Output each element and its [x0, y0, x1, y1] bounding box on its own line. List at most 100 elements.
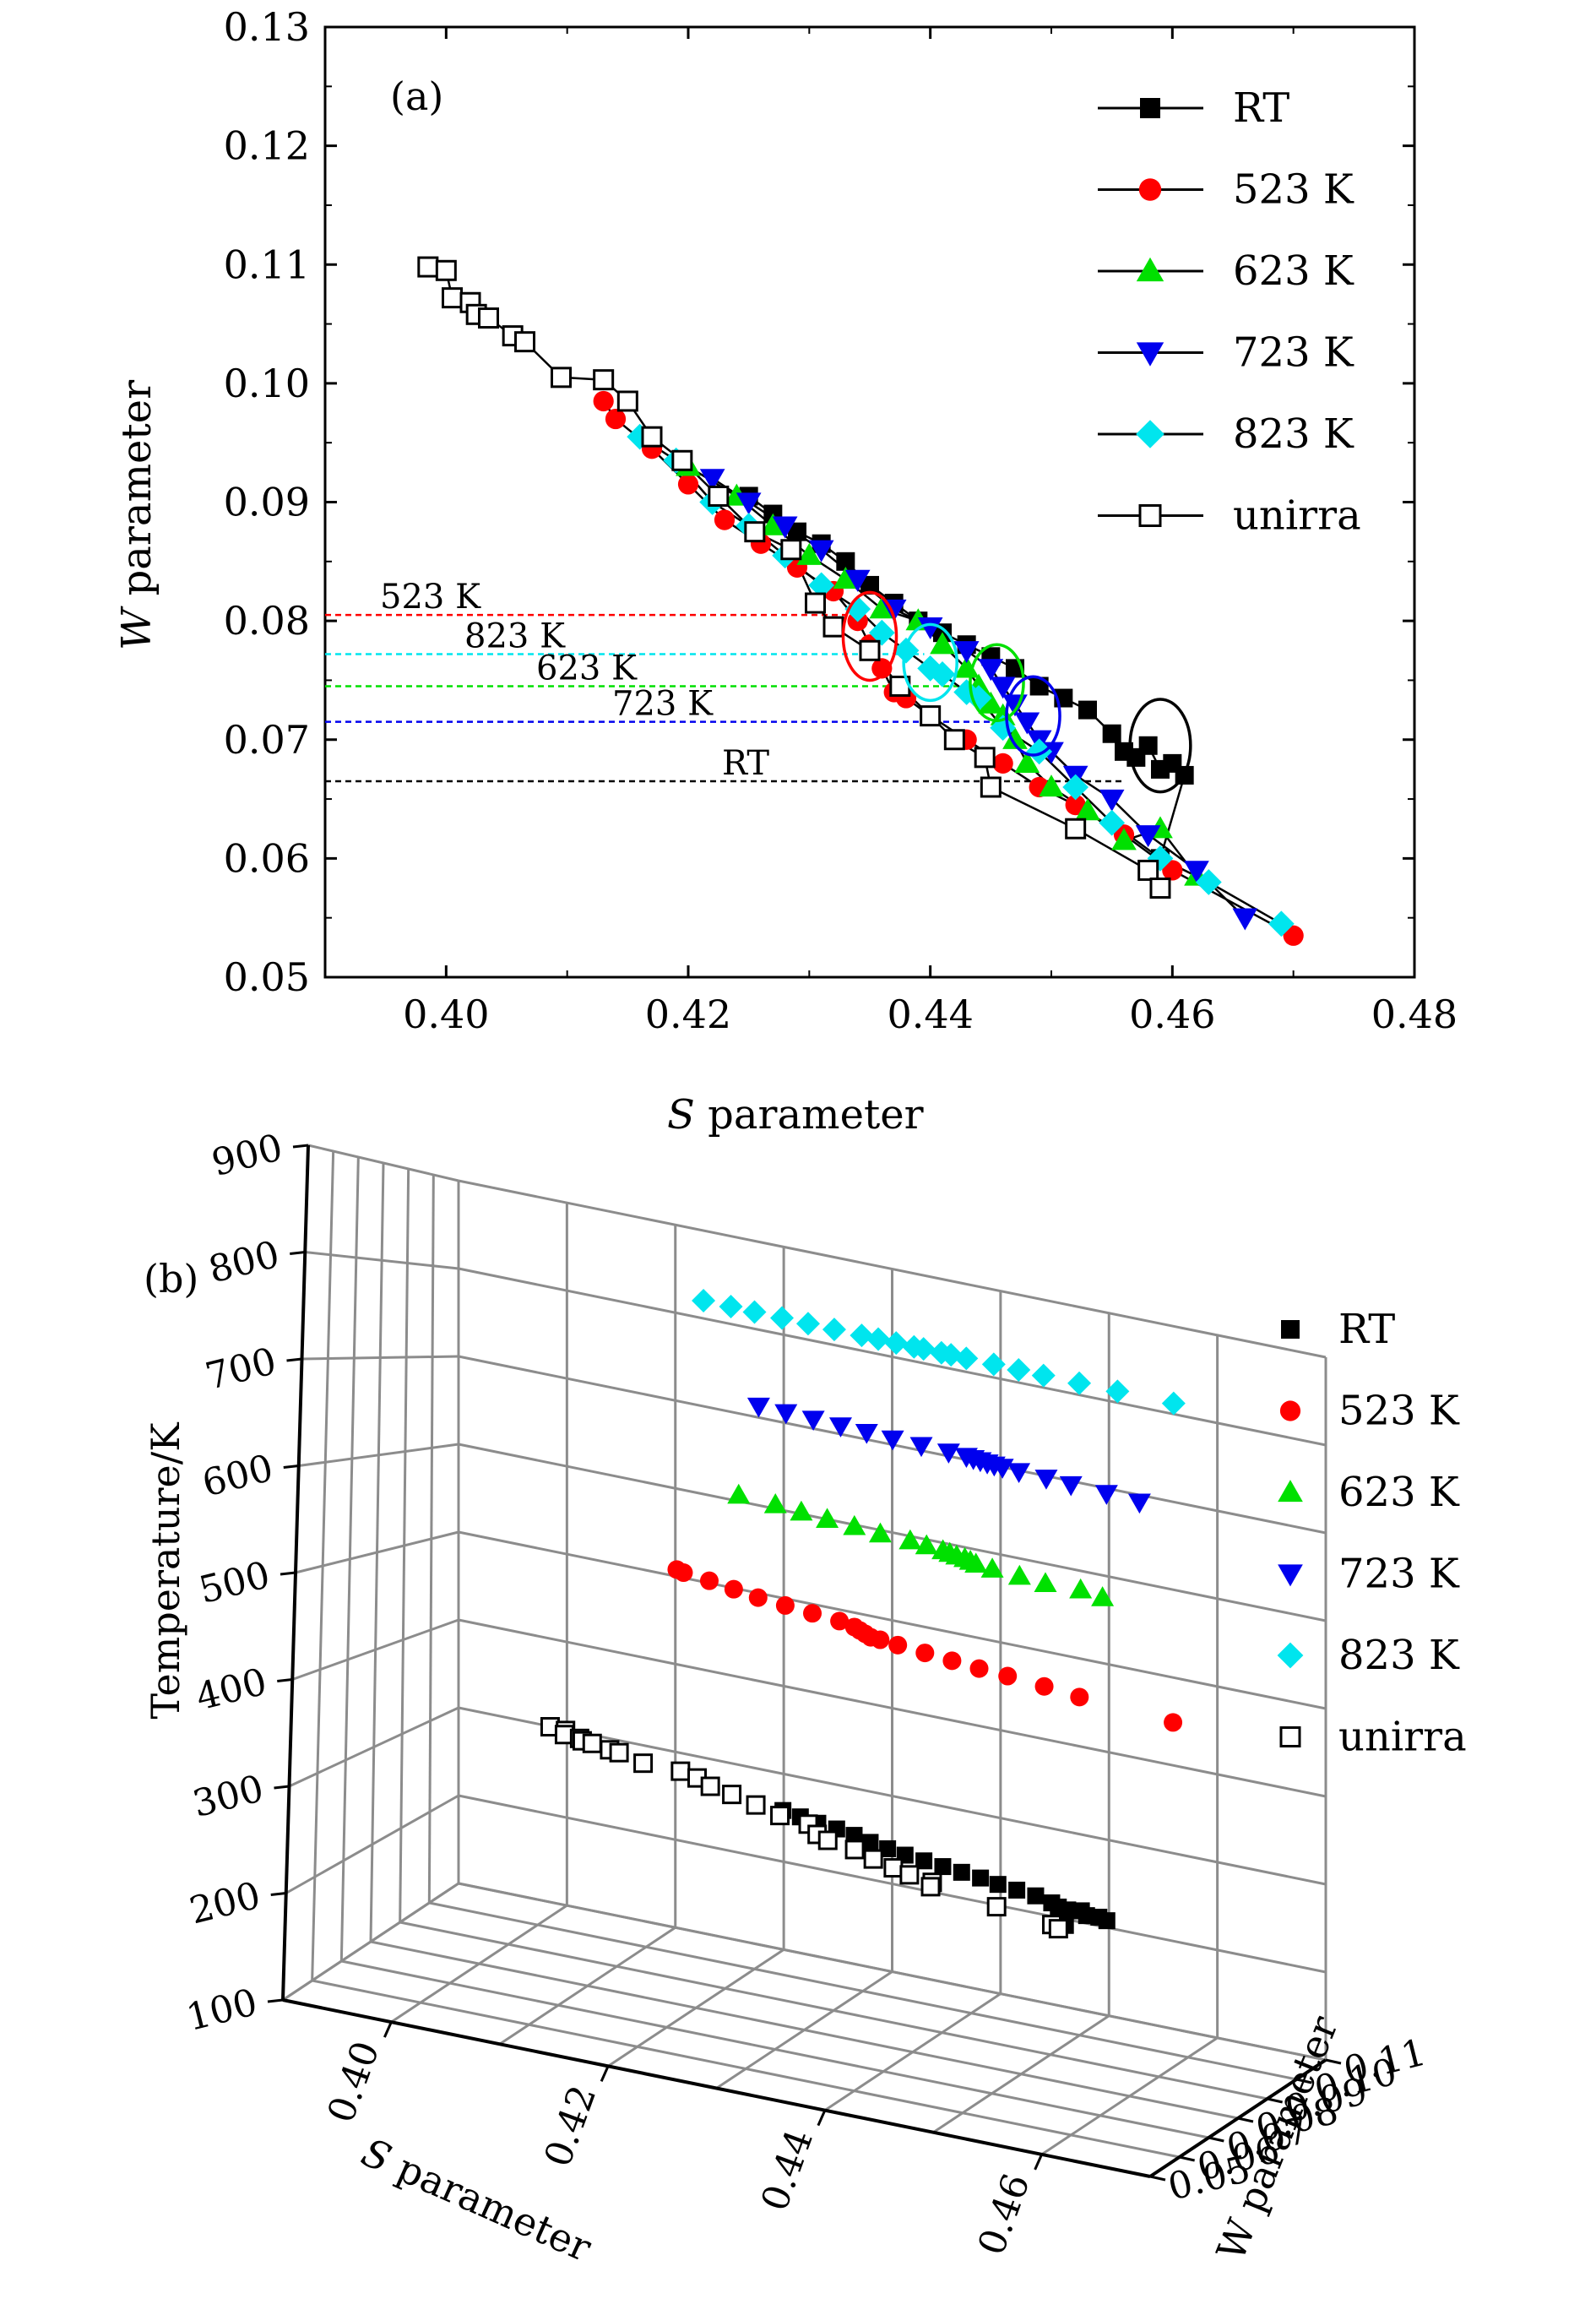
- data-point-3d: [1094, 1485, 1118, 1505]
- data-point: [1268, 910, 1295, 937]
- data-point-3d: [915, 1644, 935, 1663]
- data-point-3d: [746, 1397, 770, 1418]
- legend-label: 523 K: [1233, 166, 1354, 214]
- data-point-3d: [822, 1318, 846, 1342]
- data-point-3d: [817, 1830, 838, 1850]
- data-point-3d: [883, 1858, 904, 1878]
- data-point-3d: [915, 1534, 938, 1555]
- data-point-3d: [1161, 1391, 1186, 1416]
- data-point-3d: [884, 1331, 909, 1356]
- x-axis-line: [282, 1998, 1151, 2178]
- z-tick-mark: [283, 1465, 299, 1469]
- z-tick-mark: [280, 1571, 296, 1576]
- data-point: [978, 659, 1004, 682]
- legend-label: RT: [1338, 1306, 1395, 1353]
- z-tick-label: 600: [198, 1447, 278, 1506]
- data-point: [435, 259, 457, 281]
- x-tick-mark: [383, 2021, 393, 2038]
- data-point-3d: [1034, 1470, 1058, 1490]
- data-point: [671, 449, 693, 471]
- z-tick-mark: [277, 1678, 293, 1682]
- data-point-3d: [1070, 1687, 1089, 1707]
- data-point: [1111, 828, 1137, 850]
- data-point: [917, 655, 944, 682]
- side-wall-grid-line: [339, 1156, 360, 1962]
- reference-line-label: RT: [722, 744, 769, 783]
- cluster-ellipse: [969, 643, 1025, 722]
- panel-b: 100 200 300 400 500 600 700 800 900 0.40 0.42 0.44 0…: [143, 1126, 1467, 2270]
- data-point: [551, 367, 572, 389]
- data-point: [699, 469, 725, 492]
- data-point-3d: [1007, 1564, 1031, 1585]
- legend-marker: [1140, 98, 1160, 118]
- legend-marker: [1277, 1642, 1304, 1669]
- data-point: [1075, 798, 1100, 821]
- data-point: [616, 390, 638, 412]
- cluster-ellipse: [902, 622, 958, 703]
- y-tick-mark: [1237, 2117, 1254, 2123]
- data-point-3d: [915, 1852, 933, 1870]
- data-point-3d: [801, 1410, 825, 1432]
- data-point-3d: [969, 1659, 989, 1678]
- data-point-3d: [674, 1563, 693, 1583]
- data-point-3d: [972, 1869, 990, 1887]
- data-point: [1039, 774, 1064, 797]
- data-point-3d: [1048, 1919, 1068, 1939]
- legend-label: 523 K: [1338, 1388, 1460, 1435]
- z-tick-mark: [290, 1251, 306, 1255]
- data-point: [833, 567, 859, 590]
- data-point-3d: [748, 1588, 768, 1607]
- data-point-3d: [774, 1404, 798, 1425]
- side-wall-grid-line: [399, 1168, 410, 1923]
- data-point-3d: [816, 1508, 839, 1529]
- data-point: [1026, 738, 1053, 765]
- data-point: [844, 569, 871, 592]
- data-point-3d: [700, 1776, 720, 1796]
- data-point: [1014, 712, 1040, 735]
- data-point-3d: [790, 1500, 813, 1521]
- data-point-3d: [954, 1346, 979, 1371]
- data-point: [1135, 825, 1161, 848]
- data-point-3d: [1069, 1578, 1093, 1599]
- data-point-3d: [899, 1865, 920, 1885]
- data-point-3d: [722, 1785, 742, 1805]
- side-wall-grid-line: [311, 1150, 335, 1981]
- data-point: [1162, 860, 1183, 881]
- data-point: [943, 729, 965, 751]
- data-point-3d: [1098, 1912, 1116, 1930]
- y-tick-label: 0.11: [224, 242, 310, 287]
- z-tick-label: 500: [195, 1553, 274, 1612]
- data-point-3d: [942, 1651, 962, 1671]
- x-tick-mark: [817, 2110, 827, 2127]
- data-point-3d: [742, 1300, 767, 1324]
- data-point: [593, 369, 615, 391]
- cluster-ellipse: [841, 590, 898, 682]
- legend-label: 623 K: [1338, 1469, 1460, 1516]
- data-point-3d: [934, 1858, 952, 1876]
- data-point-3d: [845, 1827, 863, 1845]
- data-point: [1232, 908, 1258, 931]
- data-point-3d: [1164, 1713, 1183, 1732]
- data-point-3d: [1105, 1379, 1130, 1404]
- y-tick-mark: [1267, 2097, 1283, 2104]
- panel-b-3d-grid: [281, 1144, 1327, 2178]
- side-wall-grid-line: [427, 1174, 435, 1904]
- data-point-3d: [998, 1666, 1018, 1686]
- z-tick-mark: [292, 1144, 309, 1149]
- data-point: [1184, 861, 1209, 883]
- panel-b-ticks: 100 200 300 400 500 600 700 800 900 0.40 0.42 0.44 0…: [182, 1126, 1430, 2261]
- data-point: [929, 661, 956, 687]
- panel-a-legend: RT 523 K 623 K 723 K 823 K unirra: [1098, 84, 1361, 540]
- data-point-3d: [828, 1417, 852, 1437]
- data-point-3d: [1031, 1363, 1056, 1388]
- panel-a-y-axis-label: W parameter: [113, 380, 160, 650]
- data-point: [978, 691, 1004, 714]
- data-point: [1014, 751, 1040, 774]
- data-point-3d: [1059, 1901, 1077, 1919]
- panel-b-legend: RT 523 K 623 K 723 K 823 K unirra: [1277, 1306, 1467, 1761]
- z-tick-mark: [274, 1785, 290, 1790]
- data-point: [808, 572, 835, 599]
- data-point: [1062, 774, 1089, 801]
- x-tick-label: 0.46: [970, 2168, 1039, 2261]
